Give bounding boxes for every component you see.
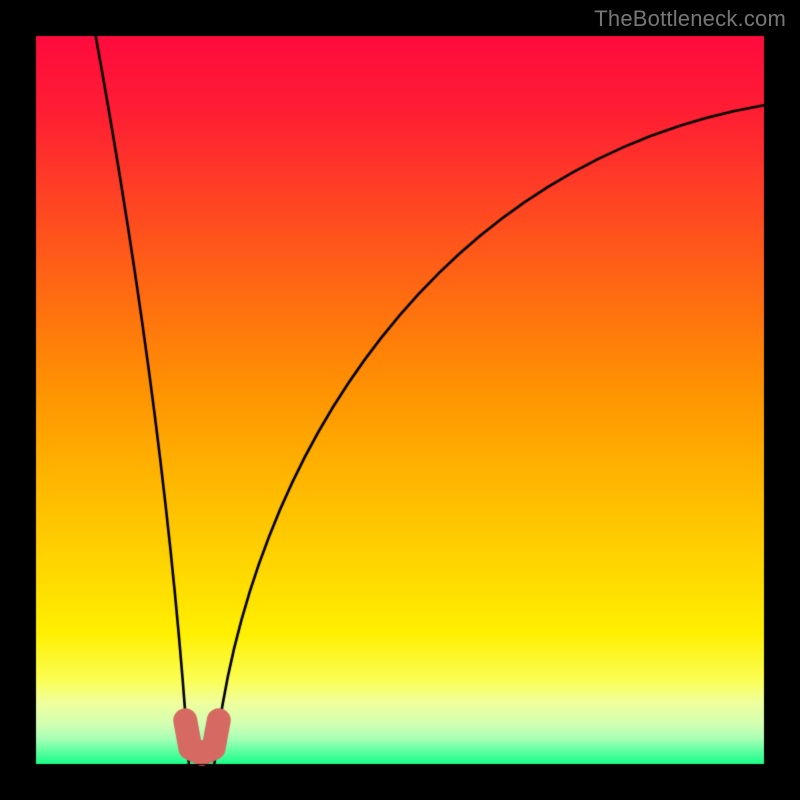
bottleneck-chart-canvas: [0, 0, 800, 800]
chart-root: TheBottleneck.com: [0, 0, 800, 800]
